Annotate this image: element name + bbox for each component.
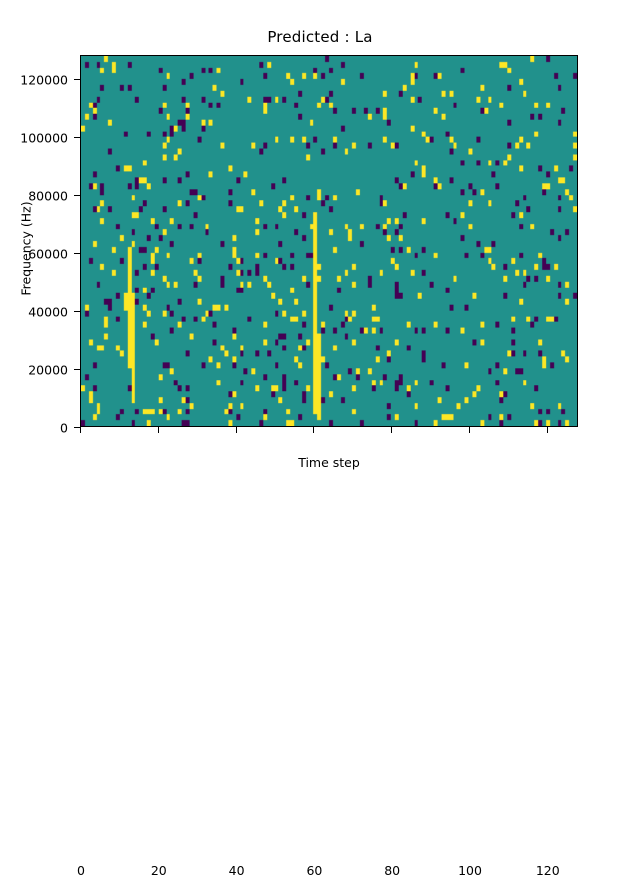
spectrogram-heatmap-canvas [81, 56, 577, 426]
y-tick-0: 0 [60, 421, 80, 436]
y-tick-label-0: 0 [60, 420, 68, 436]
matplotlib-figure: Predicted : La 0 20000 40000 60000 80000… [18, 28, 578, 878]
y-tick-label-80000: 80000 [28, 188, 68, 204]
x-tick-60: 60 [306, 427, 322, 878]
y-tick-label-40000: 40000 [28, 304, 68, 320]
x-axis-label: Time step [298, 455, 360, 470]
heatmap-axes [80, 55, 578, 427]
y-tick-20000: 20000 [28, 363, 80, 378]
chart-title: Predicted : La [267, 28, 373, 46]
x-tick-120: 120 [536, 427, 560, 878]
x-tick-100: 100 [458, 427, 482, 878]
x-tick-label-60: 60 [306, 863, 323, 878]
x-tick-40: 40 [229, 427, 245, 878]
y-tick-100000: 100000 [20, 131, 80, 146]
y-axis-label: Frequency (Hz) [18, 201, 34, 296]
y-tick-120000: 120000 [20, 73, 80, 88]
x-tick-label-0: 0 [77, 863, 85, 878]
y-tick-60000: 60000 [28, 247, 80, 262]
x-tick-label-20: 20 [150, 863, 167, 878]
x-tick-label-40: 40 [228, 863, 245, 878]
x-tick-20: 20 [151, 427, 167, 878]
y-tick-label-20000: 20000 [28, 362, 68, 378]
x-tick-label-80: 80 [384, 863, 401, 878]
y-tick-label-60000: 60000 [28, 246, 68, 262]
y-tick-label-100000: 100000 [20, 130, 68, 146]
x-tick-0: 0 [77, 427, 85, 878]
x-tick-label-100: 100 [458, 863, 482, 878]
x-tick-label-120: 120 [535, 863, 560, 878]
y-tick-80000: 80000 [28, 189, 80, 204]
y-tick-40000: 40000 [28, 305, 80, 320]
x-tick-80: 80 [384, 427, 400, 878]
y-tick-label-120000: 120000 [20, 72, 68, 88]
